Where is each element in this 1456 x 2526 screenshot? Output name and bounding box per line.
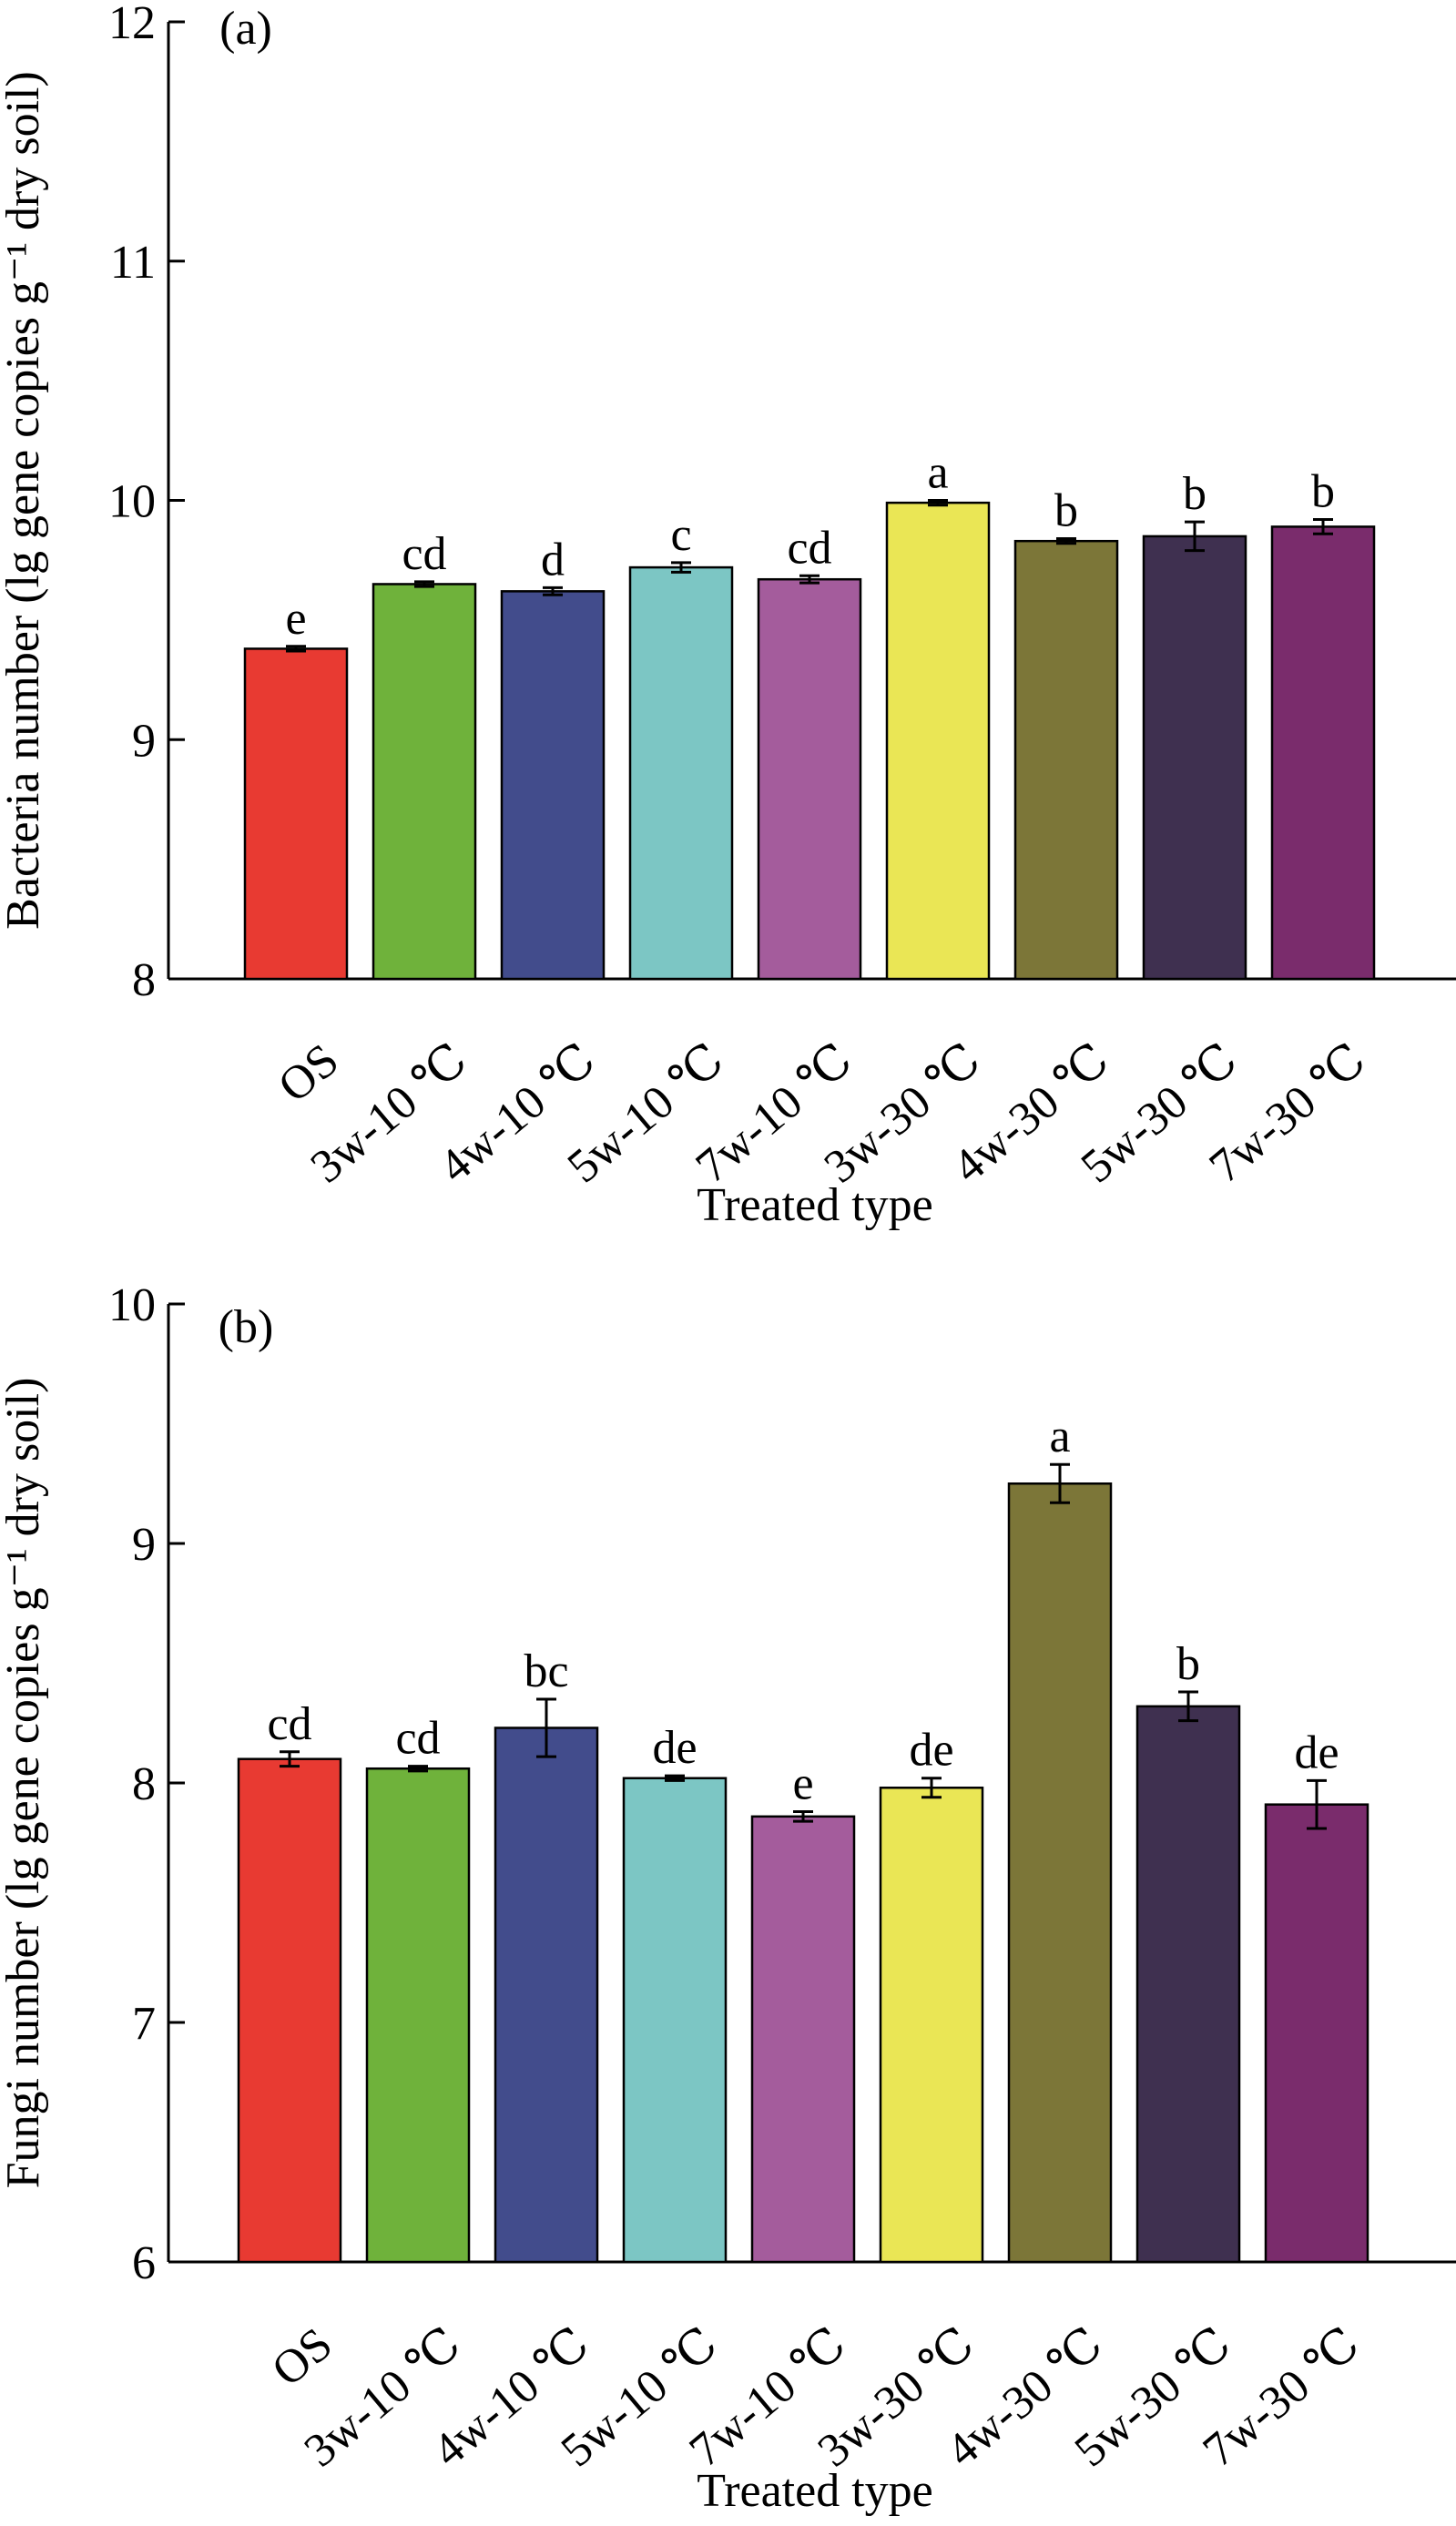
panel-label: (a) [219, 3, 272, 55]
significance-label: d [541, 534, 565, 586]
significance-label: bc [524, 1645, 568, 1697]
bar [1007, 1482, 1113, 2264]
bar [1142, 535, 1247, 981]
significance-label: e [285, 593, 306, 645]
y-tick-label: 10 [108, 1279, 156, 1331]
x-tick-label: OS [269, 1034, 349, 1113]
significance-label: cd [395, 1713, 440, 1765]
bar [237, 1757, 342, 2264]
significance-label: a [927, 447, 948, 499]
x-tick-label: OS [262, 2318, 342, 2397]
significance-label: cd [787, 522, 831, 574]
y-tick-label: 10 [108, 476, 156, 528]
y-tick-label: 11 [110, 237, 156, 289]
significance-label: b [1311, 466, 1335, 518]
y-tick-label: 12 [108, 0, 156, 49]
bar [750, 1815, 856, 2264]
y-tick-label: 7 [132, 1998, 156, 2050]
bar [1270, 525, 1376, 981]
significance-label: a [1049, 1411, 1070, 1462]
significance-label: e [792, 1758, 813, 1810]
y-axis-title: Fungi number (lg gene copies g⁻¹ dry soi… [0, 1378, 49, 2189]
bar [879, 1787, 984, 2264]
bar [1264, 1803, 1369, 2264]
significance-label: de [909, 1725, 953, 1777]
significance-label: b [1183, 468, 1207, 520]
bar [500, 590, 606, 981]
bar [494, 1726, 599, 2264]
y-tick-label: 9 [132, 1519, 156, 1571]
bar [1135, 1705, 1241, 2264]
significance-label: de [1294, 1726, 1339, 1778]
significance-label: b [1054, 485, 1078, 537]
significance-label: de [652, 1722, 697, 1774]
bar [757, 577, 862, 981]
y-tick-label: 6 [132, 2237, 156, 2289]
y-tick-label: 8 [132, 954, 156, 1006]
y-tick-label: 8 [132, 1758, 156, 1810]
bar [1013, 539, 1119, 981]
x-axis-title: Treated type [697, 1179, 932, 1231]
significance-label: cd [402, 528, 446, 580]
y-axis-title: Bacteria number (lg gene copies g⁻¹ dry … [0, 71, 49, 930]
bar [628, 565, 734, 981]
significance-label: b [1176, 1638, 1200, 1690]
significance-label: c [670, 509, 691, 561]
x-axis-title: Treated type [697, 2465, 932, 2517]
bar [365, 1767, 471, 2264]
panel-label: (b) [219, 1301, 274, 1353]
significance-label: cd [267, 1698, 311, 1750]
bar [243, 647, 349, 981]
y-tick-label: 9 [132, 715, 156, 767]
bar [622, 1777, 728, 2264]
bar [885, 501, 991, 981]
bar [372, 583, 477, 981]
